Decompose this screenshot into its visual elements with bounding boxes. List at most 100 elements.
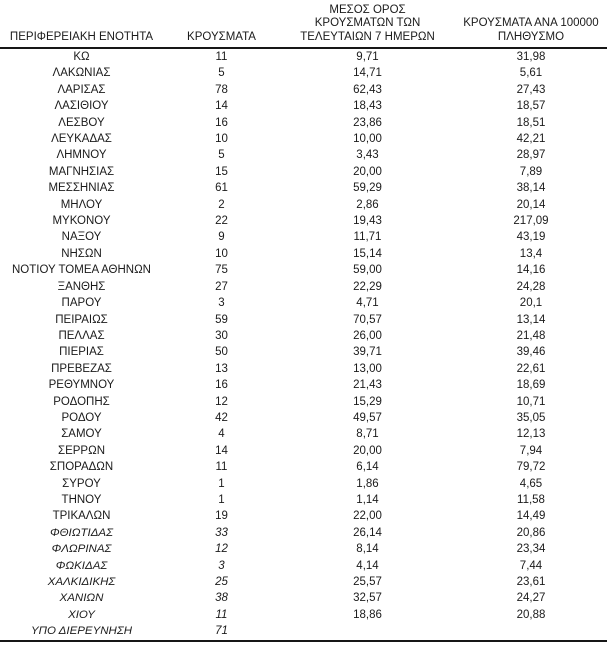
avg7-cell: 11,71 — [353, 231, 382, 244]
region-cell: ΥΠΟ ΔΙΕΡΕΥΝΗΣΗ — [0, 623, 163, 642]
header-per-100000: ΚΡΟΥΣΜΑΤΑ ΑΝΑ 100000 ΠΛΗΘΥΣΜΟ — [455, 0, 607, 49]
cases-cell: 14 — [215, 444, 228, 457]
region-cell: ΠΡΕΒΕΖΑΣ — [51, 362, 112, 375]
avg7-cell: 18,43 — [353, 100, 382, 113]
per100k-cell: 10,71 — [516, 395, 546, 408]
per100k-cell: 20,1 — [519, 297, 543, 310]
header-per-100000-line2: ΠΛΗΘΥΣΜΟ — [497, 30, 565, 43]
table-row: ΞΑΝΘΗΣ 27 22,29 24,28 — [0, 279, 607, 295]
region-cell: ΧΑΝΙΩΝ — [59, 592, 104, 605]
cases-cell: 9 — [218, 231, 225, 244]
avg7-cell: 14,71 — [353, 67, 382, 80]
table-row: ΠΡΕΒΕΖΑΣ 13 13,00 22,61 — [0, 361, 607, 377]
per100k-cell: 12,13 — [516, 428, 546, 441]
region-cell: ΦΛΩΡΙΝΑΣ — [51, 543, 112, 556]
table-row: ΦΛΩΡΙΝΑΣ 12 8,14 23,34 — [0, 541, 607, 557]
table-row: ΠΑΡΟΥ 3 4,71 20,1 — [0, 295, 607, 311]
per100k-cell: 20,14 — [516, 198, 546, 211]
avg7-cell: 62,43 — [353, 83, 382, 96]
cases-cell: 78 — [215, 83, 228, 96]
region-cell: ΠΙΕΡΙΑΣ — [59, 346, 104, 359]
table-row: ΦΩΚΙΔΑΣ 3 4,14 7,44 — [0, 558, 607, 574]
table-row: ΛΑΣΙΘΙΟΥ 14 18,43 18,57 — [0, 98, 607, 114]
table-row: ΛΑΚΩΝΙΑΣ 5 14,71 5,61 — [0, 65, 607, 81]
header-regional-unit-label: ΠΕΡΙΦΕΡΕΙΑΚΗ ΕΝΟΤΗΤΑ — [9, 30, 154, 43]
table-row: ΧΙΟΥ 11 18,86 20,88 — [0, 607, 607, 623]
table-row: ΦΘΙΩΤΙΔΑΣ 33 26,14 20,86 — [0, 525, 607, 541]
cases-cell: 12 — [215, 395, 228, 408]
avg7-cell: 39,71 — [353, 346, 382, 359]
region-cell: ΝΗΣΩΝ — [61, 247, 102, 260]
cases-cell: 5 — [218, 67, 225, 80]
region-cell: ΣΑΜΟΥ — [61, 428, 102, 441]
table-row: ΝΗΣΩΝ 10 15,14 13,4 — [0, 246, 607, 262]
cases-cell: 75 — [215, 264, 228, 277]
per100k-cell: 18,51 — [516, 116, 546, 129]
header-avg7days-line3: ΤΕΛΕΥΤΑΙΩΝ 7 ΗΜΕΡΩΝ — [300, 30, 435, 43]
cases-cell: 5 — [218, 149, 225, 162]
table-row: ΣΠΟΡΑΔΩΝ 11 6,14 79,72 — [0, 459, 607, 475]
table-row: ΜΗΛΟΥ 2 2,86 20,14 — [0, 197, 607, 213]
cases-cell: 4 — [218, 428, 225, 441]
avg7-cell: 25,57 — [353, 576, 382, 588]
region-cell: ΤΗΝΟΥ — [61, 493, 102, 506]
avg7-cell: 4,71 — [356, 297, 379, 310]
cases-cell: 16 — [215, 379, 228, 392]
avg7-cell: 8,71 — [356, 428, 379, 441]
header-row: ΠΕΡΙΦΕΡΕΙΑΚΗ ΕΝΟΤΗΤΑ ΚΡΟΥΣΜΑΤΑ ΜΕΣΟΣ ΟΡΟ… — [0, 0, 607, 49]
table-row: ΛΕΣΒΟΥ 16 23,86 18,51 — [0, 115, 607, 131]
cases-cell: 13 — [215, 362, 228, 375]
avg7-cell: 26,14 — [353, 526, 382, 539]
region-cell: ΠΕΙΡΑΙΩΣ — [55, 313, 108, 326]
per100k-cell: 7,44 — [519, 559, 543, 572]
per100k-cell: 5,61 — [519, 67, 543, 80]
avg7-cell: 2,86 — [356, 198, 379, 211]
region-cell: ΤΡΙΚΑΛΩΝ — [52, 510, 111, 523]
region-cell: ΛΕΥΚΑΔΑΣ — [51, 133, 112, 146]
region-cell: ΛΗΜΝΟΥ — [56, 149, 107, 162]
table-row: ΚΩ 11 9,71 31,98 — [0, 48, 607, 65]
table-row: ΛΑΡΙΣΑΣ 78 62,43 27,43 — [0, 82, 607, 98]
avg7-cell: 6,14 — [356, 461, 379, 474]
table-row: ΜΑΓΝΗΣΙΑΣ 15 20,00 7,89 — [0, 164, 607, 180]
per100k-cell: 7,94 — [519, 444, 543, 457]
region-cell: ΦΩΚΙΔΑΣ — [55, 559, 108, 572]
cases-cell: 50 — [215, 346, 228, 359]
avg7-cell: 8,14 — [356, 543, 379, 556]
table-row: ΡΕΘΥΜΝΟΥ 16 21,43 18,69 — [0, 377, 607, 393]
cases-cell: 42 — [215, 411, 228, 424]
avg7-cell: 15,14 — [353, 247, 382, 260]
header-per-100000-line1: ΚΡΟΥΣΜΑΤΑ ΑΝΑ 100000 — [463, 17, 599, 29]
table-row: ΤΡΙΚΑΛΩΝ 19 22,00 14,49 — [0, 508, 607, 524]
region-cell: ΝΟΤΙΟΥ ΤΟΜΕΑ ΑΘΗΝΩΝ — [12, 264, 151, 277]
header-avg7days-line1: ΜΕΣΟΣ ΟΡΟΣ — [329, 3, 406, 16]
per100k-cell: 23,61 — [516, 576, 546, 588]
region-cell: ΛΑΚΩΝΙΑΣ — [52, 67, 111, 80]
per100k-cell: 18,57 — [516, 100, 546, 113]
per100k-cell — [455, 623, 607, 642]
table-row: ΣΥΡΟΥ 1 1,86 4,65 — [0, 476, 607, 492]
table-row: ΝΟΤΙΟΥ ΤΟΜΕΑ ΑΘΗΝΩΝ 75 59,00 14,16 — [0, 262, 607, 278]
region-cell: ΜΗΛΟΥ — [60, 198, 103, 211]
table-row: ΠΕΙΡΑΙΩΣ 59 70,57 13,14 — [0, 312, 607, 328]
region-cell: ΡΕΘΥΜΝΟΥ — [48, 379, 115, 392]
header-avg7days-line2: ΚΡΟΥΣΜΑΤΩΝ ΤΩΝ — [314, 17, 421, 29]
avg7-cell: 18,86 — [353, 608, 382, 621]
table-row: ΛΗΜΝΟΥ 5 3,43 28,97 — [0, 147, 607, 163]
region-cell: ΠΕΛΛΑΣ — [58, 329, 105, 342]
per100k-cell: 38,14 — [516, 182, 546, 195]
region-cell: ΜΕΣΣΗΝΙΑΣ — [48, 182, 115, 195]
per100k-cell: 14,49 — [516, 510, 546, 523]
avg7-cell: 20,00 — [353, 165, 382, 178]
cases-cell: 3 — [218, 559, 225, 572]
per100k-cell: 22,61 — [516, 362, 546, 375]
cases-cell: 27 — [215, 280, 228, 293]
per100k-cell: 21,48 — [516, 329, 546, 342]
region-cell: ΡΟΔΟΥ — [61, 411, 102, 424]
header-cases: ΚΡΟΥΣΜΑΤΑ — [163, 0, 280, 49]
per100k-cell: 39,46 — [516, 346, 546, 359]
cases-cell: 11 — [215, 608, 228, 621]
cases-cell: 19 — [215, 510, 228, 523]
avg7-cell: 19,43 — [353, 215, 382, 228]
